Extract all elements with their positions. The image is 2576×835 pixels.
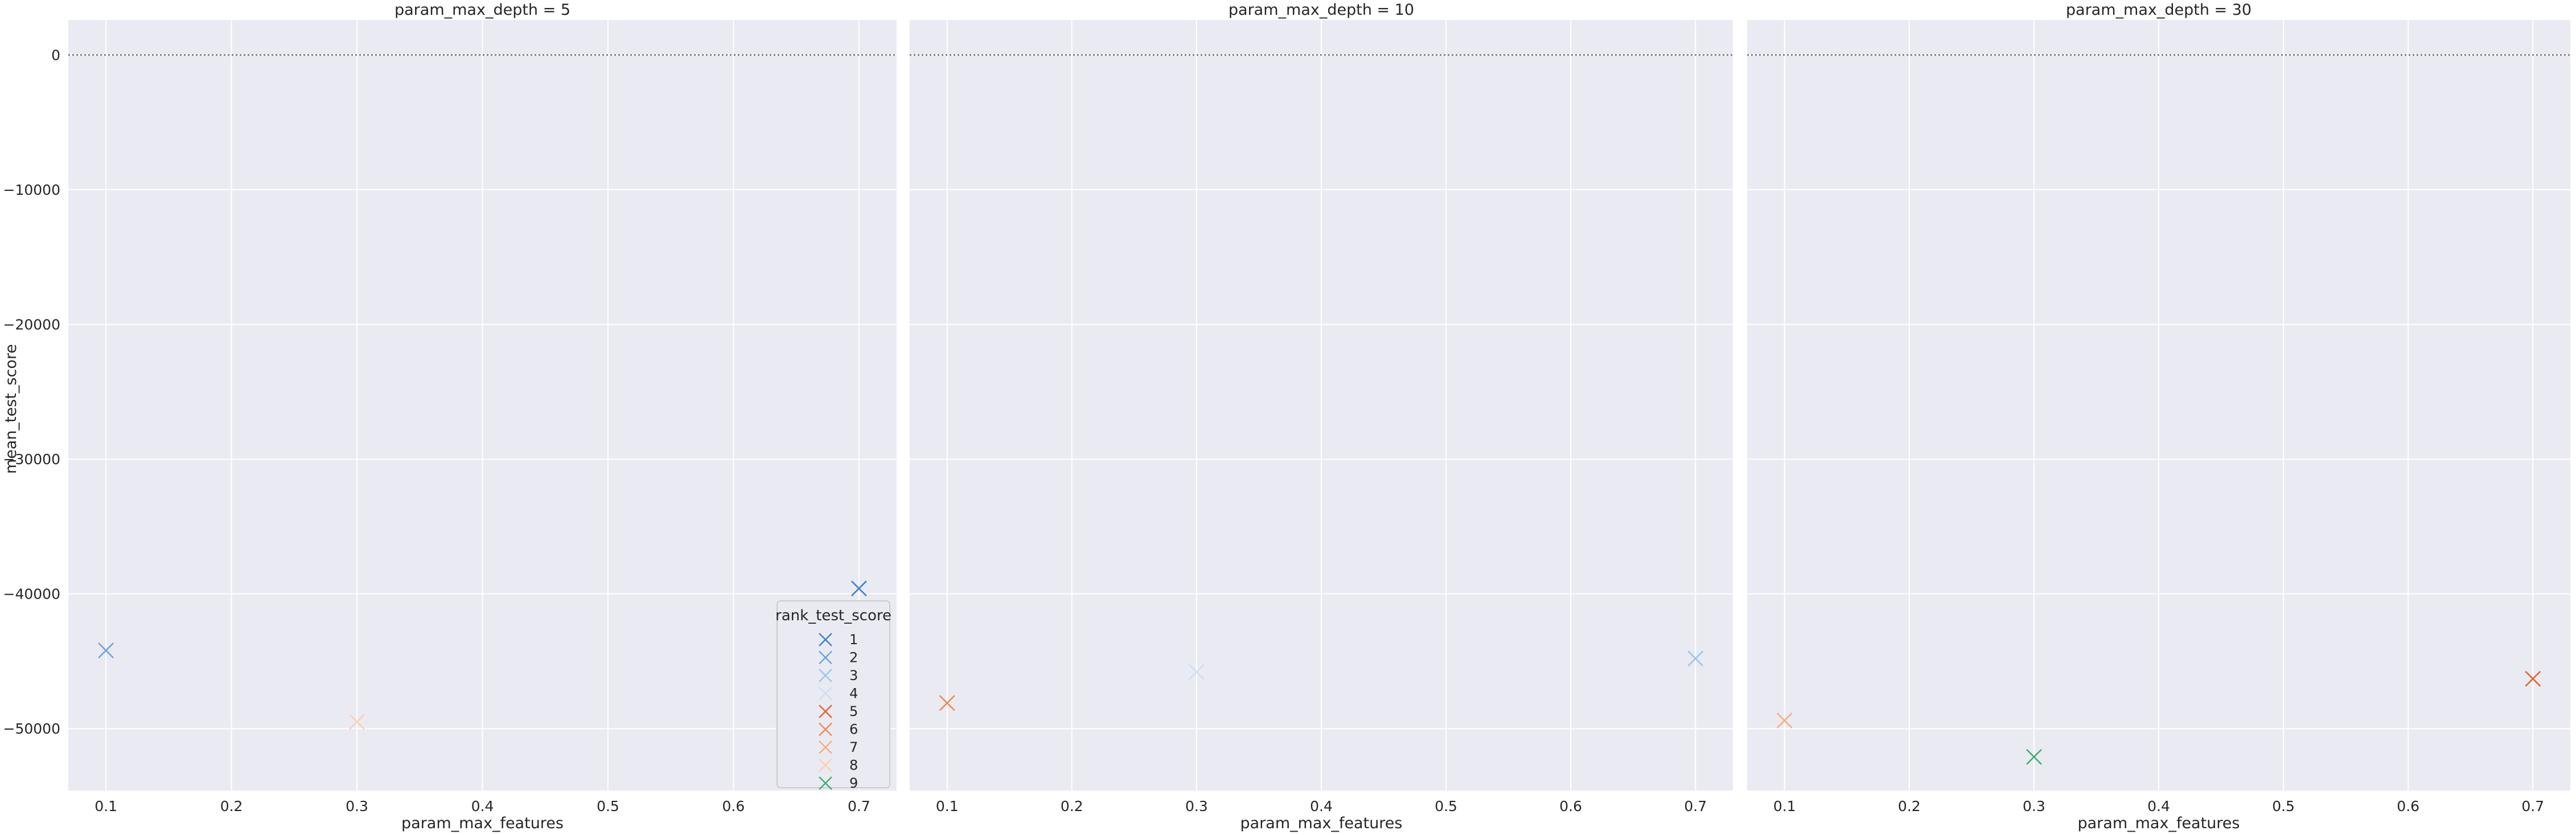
y-tick-label: −30000 (3, 451, 60, 468)
x-tick-label: 0.3 (1185, 798, 1208, 814)
x-tick-label: 0.4 (471, 798, 494, 814)
legend-marker (819, 758, 832, 772)
x-tick-label: 0.2 (1061, 798, 1083, 814)
x-tick-label: 0.1 (936, 798, 959, 814)
y-axis-label: mean_test_score (2, 344, 20, 474)
x-tick-label: 0.2 (220, 798, 243, 814)
panel-title: param_max_depth = 30 (2066, 1, 2252, 19)
x-tick-label: 0.1 (95, 798, 117, 814)
legend-entry-9: 9 (819, 775, 858, 791)
y-tick-label: −50000 (3, 721, 60, 737)
data-point-rank-1 (851, 580, 867, 597)
legend-entry-4: 4 (819, 686, 858, 702)
legend-entry-7: 7 (819, 739, 858, 755)
data-point-rank-4 (1188, 664, 1205, 680)
legend-marker (819, 776, 832, 790)
panel-title: param_max_depth = 5 (395, 1, 570, 19)
panel-1: 0.1 0.2 0.3 0.4 0.5 0.6 0.7 0 −10000 −20000 −30000… (3, 1, 897, 832)
legend-label: 2 (849, 650, 858, 666)
legend-marker (819, 686, 832, 701)
legend-label: 4 (849, 686, 858, 702)
x-axis-label: param_max_features (1240, 814, 1402, 832)
legend-entry-3: 3 (819, 668, 858, 683)
data-point-rank-9 (2026, 748, 2042, 765)
x-tick-label: 0.7 (1684, 798, 1707, 814)
x-tick-label: 0.6 (722, 798, 745, 814)
legend-title: rank_test_score (775, 607, 891, 624)
legend-entry-1: 1 (819, 632, 858, 648)
data-point-rank-8 (349, 714, 365, 730)
legend-entry-2: 2 (819, 650, 858, 666)
legend-marker (819, 650, 832, 665)
legend-entry-8: 8 (819, 758, 858, 773)
x-tick-label: 0.2 (1898, 798, 1921, 814)
x-tick-label: 0.4 (1310, 798, 1333, 814)
x-tick-label: 0.5 (597, 798, 619, 814)
legend-marker (819, 705, 832, 718)
legend-marker (819, 740, 832, 754)
legend-marker (819, 633, 832, 646)
x-axis-label: param_max_features (401, 814, 564, 832)
legend-marker (819, 669, 832, 682)
x-tick-label: 0.3 (2023, 798, 2045, 814)
data-point-rank-3 (1687, 650, 1704, 667)
x-tick-label: 0.7 (848, 798, 870, 814)
legend-label: 6 (849, 722, 858, 738)
x-tick-label: 0.7 (2521, 798, 2544, 814)
legend-entry-5: 5 (819, 703, 858, 719)
legend-marker (819, 722, 832, 736)
x-tick-label: 0.6 (2397, 798, 2419, 814)
x-tick-label: 0.5 (1435, 798, 1457, 814)
x-tick-label: 0.6 (1559, 798, 1582, 814)
legend-label: 1 (849, 632, 858, 648)
y-tick-label: 0 (51, 47, 60, 64)
legend-entry-6: 6 (819, 722, 858, 738)
legend-label: 9 (849, 775, 858, 791)
legend-label: 5 (849, 703, 858, 719)
data-point-rank-5 (2525, 670, 2541, 687)
legend-frame (777, 600, 890, 788)
x-tick-label: 0.1 (1773, 798, 1796, 814)
y-tick-label: −40000 (3, 586, 60, 603)
panel-title: param_max_depth = 10 (1229, 1, 1414, 19)
panels: 0.1 0.2 0.3 0.4 0.5 0.6 0.7 0 −10000 −20000 −30000… (3, 1, 2570, 832)
data-point-rank-7 (1776, 713, 1793, 728)
legend-label: 7 (849, 739, 858, 755)
y-tick-label: −20000 (3, 317, 60, 333)
data-point-rank-6 (939, 695, 955, 711)
x-tick-label: 0.5 (2272, 798, 2295, 814)
y-tick-label: −10000 (3, 182, 60, 198)
x-tick-label: 0.4 (2147, 798, 2170, 814)
x-tick-label: 0.3 (346, 798, 368, 814)
legend-label: 8 (849, 758, 858, 773)
panel-2: 0.1 0.2 0.3 0.4 0.5 0.6 0.7 param_max_depth = 1… (910, 1, 1733, 832)
legend-label: 3 (849, 668, 858, 683)
x-axis-label: param_max_features (2077, 814, 2240, 832)
data-point-rank-2 (98, 642, 114, 658)
panel-3: 0.1 0.2 0.3 0.4 0.5 0.6 0.7 param_max_depth = 3… (1747, 1, 2570, 832)
